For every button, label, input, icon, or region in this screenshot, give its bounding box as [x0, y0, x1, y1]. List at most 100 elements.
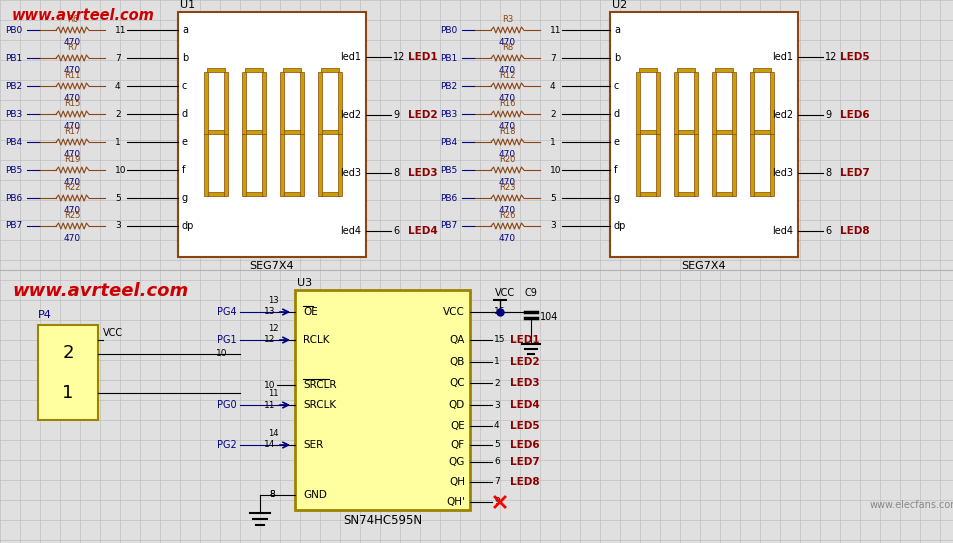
Text: 470: 470 [64, 122, 81, 131]
Bar [241, 134, 246, 196]
Text: SEG7X4: SEG7X4 [681, 261, 725, 271]
Text: 470: 470 [498, 178, 516, 187]
Text: 11: 11 [268, 389, 278, 398]
Text: VCC: VCC [442, 307, 464, 317]
Text: PB7: PB7 [5, 222, 22, 230]
Text: LED6: LED6 [510, 440, 539, 450]
Text: 12: 12 [268, 324, 278, 333]
Text: 11: 11 [115, 26, 127, 35]
Text: g: g [614, 193, 619, 203]
Bar [639, 130, 657, 134]
Bar [656, 134, 659, 196]
Text: e: e [182, 137, 188, 147]
Text: 4: 4 [494, 421, 499, 431]
Bar [38, 325, 98, 420]
Text: LED6: LED6 [840, 110, 869, 120]
Text: 16: 16 [494, 307, 505, 317]
Text: 9: 9 [824, 110, 830, 120]
Text: 9: 9 [393, 110, 398, 120]
Text: led4: led4 [339, 226, 360, 236]
Text: R17: R17 [64, 127, 81, 136]
Text: R3: R3 [501, 15, 513, 24]
Text: R25: R25 [64, 211, 81, 220]
Text: 14: 14 [268, 429, 278, 438]
Text: LED5: LED5 [510, 421, 539, 431]
Bar [321, 68, 338, 72]
Text: 5: 5 [115, 193, 121, 203]
Text: 5: 5 [550, 193, 556, 203]
Bar [732, 72, 736, 134]
Text: PB1: PB1 [5, 54, 22, 62]
Text: PG2: PG2 [217, 440, 236, 450]
Text: 9: 9 [494, 497, 499, 507]
Text: 2: 2 [115, 110, 120, 118]
Text: U1: U1 [180, 0, 195, 10]
Bar [677, 68, 694, 72]
Text: PB6: PB6 [5, 193, 22, 203]
Text: 8: 8 [269, 490, 274, 500]
Text: PB5: PB5 [439, 166, 456, 174]
Text: led1: led1 [339, 52, 360, 62]
Text: 470: 470 [498, 38, 516, 47]
Text: led3: led3 [771, 168, 792, 178]
Text: PB7: PB7 [439, 222, 456, 230]
Bar [262, 72, 266, 134]
Text: led3: led3 [339, 168, 360, 178]
Text: 104: 104 [539, 312, 558, 322]
Text: PB3: PB3 [5, 110, 22, 118]
Bar [715, 192, 732, 196]
Bar [300, 72, 304, 134]
Text: R7: R7 [67, 43, 78, 52]
Bar [245, 130, 263, 134]
Bar [203, 134, 208, 196]
Text: R18: R18 [498, 127, 516, 136]
Text: PB2: PB2 [439, 81, 456, 91]
Bar [203, 72, 208, 134]
Bar [711, 72, 715, 134]
Text: 3: 3 [115, 222, 121, 230]
Text: 7: 7 [115, 54, 121, 62]
Text: 470: 470 [64, 38, 81, 47]
Text: QH': QH' [446, 497, 464, 507]
Text: C9: C9 [524, 288, 537, 298]
Text: QE: QE [450, 421, 464, 431]
Text: 470: 470 [498, 94, 516, 103]
Text: PB5: PB5 [5, 166, 22, 174]
Text: OE: OE [303, 307, 317, 317]
Text: R19: R19 [64, 155, 81, 164]
Text: QH: QH [449, 477, 464, 487]
Text: P4: P4 [38, 310, 51, 320]
Text: VCC: VCC [495, 288, 515, 298]
Text: 1: 1 [550, 137, 556, 147]
Text: SRCLR: SRCLR [303, 380, 336, 390]
Text: PB4: PB4 [5, 137, 22, 147]
Text: LED1: LED1 [510, 335, 539, 345]
Bar [749, 72, 753, 134]
Text: e: e [614, 137, 619, 147]
Text: 2: 2 [550, 110, 555, 118]
Text: 6: 6 [393, 226, 398, 236]
Text: 10: 10 [215, 349, 227, 358]
Text: GND: GND [303, 490, 327, 500]
Text: QG: QG [448, 457, 464, 467]
Text: 3: 3 [550, 222, 556, 230]
Text: 4: 4 [550, 81, 555, 91]
Text: QB: QB [449, 357, 464, 367]
Text: LED8: LED8 [510, 477, 539, 487]
Text: PG1: PG1 [217, 335, 236, 345]
Text: SEG7X4: SEG7X4 [250, 261, 294, 271]
Bar [283, 130, 300, 134]
Bar [207, 130, 225, 134]
Text: 470: 470 [64, 94, 81, 103]
Bar [752, 192, 770, 196]
Bar [677, 130, 694, 134]
Bar [241, 72, 246, 134]
Bar [732, 134, 736, 196]
Bar [262, 134, 266, 196]
Text: 8: 8 [824, 168, 830, 178]
Bar [639, 68, 657, 72]
Text: LED1: LED1 [408, 52, 437, 62]
Text: QD: QD [448, 400, 464, 410]
Text: LED2: LED2 [408, 110, 437, 120]
Text: 1: 1 [494, 357, 499, 367]
